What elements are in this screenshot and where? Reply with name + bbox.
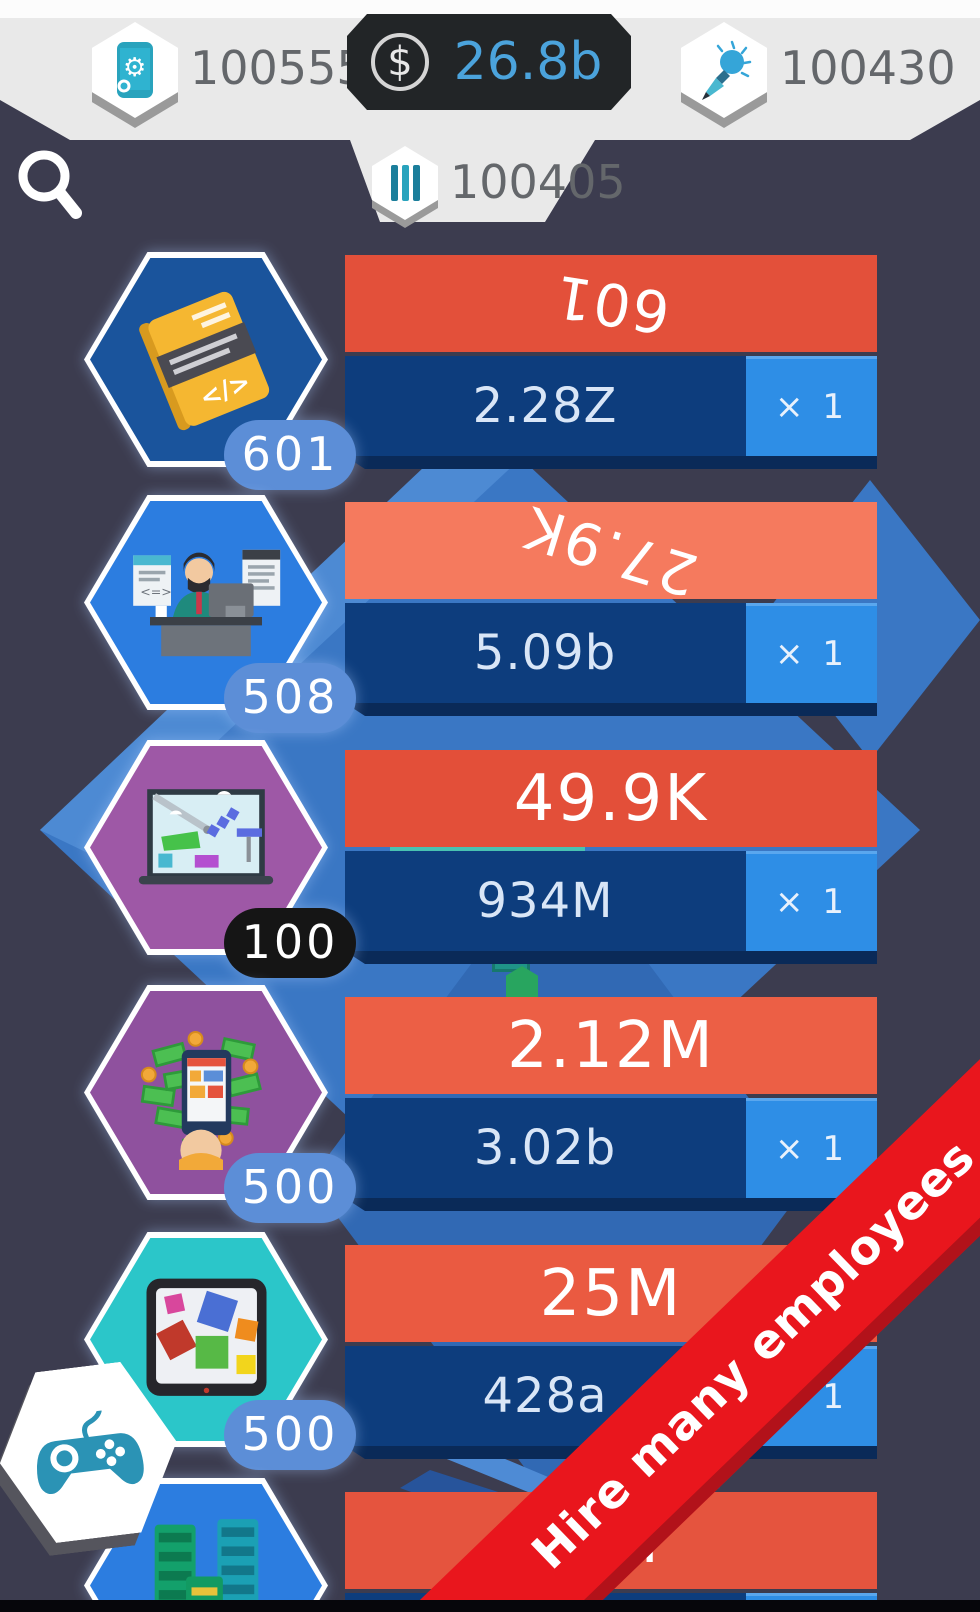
money-display: $ 26.8b	[347, 14, 631, 110]
hire-bar-bevel	[345, 456, 877, 469]
multiplier-label: × 1	[775, 1129, 848, 1169]
cubes-tablet-icon	[146, 1278, 266, 1396]
production-value: 25M	[539, 1256, 683, 1331]
physics-game-laptop-icon	[138, 788, 274, 884]
stat-bottom-hex	[372, 146, 438, 228]
phone-gear-icon: ⚙	[117, 42, 153, 98]
stat-right-value: 100430	[780, 41, 956, 95]
badge-value: 601	[241, 427, 339, 481]
employee-hex-money-phone[interactable]: 500	[84, 985, 356, 1223]
badge-value: 500	[241, 1407, 339, 1461]
stat-left-value: 100555	[190, 41, 366, 95]
hire-bar[interactable]: 934M × 1	[345, 851, 877, 964]
multiplier-label: × 1	[775, 387, 848, 427]
bottom-letterbox	[0, 1600, 980, 1612]
minigame-button[interactable]	[0, 1355, 195, 1560]
hire-bar[interactable]: 3.02b × 1	[345, 1098, 877, 1211]
badge-value: 100	[241, 915, 339, 969]
production-bar[interactable]: 601	[345, 255, 877, 352]
employee-hex-physics-game[interactable]: 100	[84, 740, 356, 978]
employee-count-badge: 100	[224, 908, 356, 978]
hire-bar[interactable]: 5.09b × 1	[345, 603, 877, 716]
employee-count-badge: 601	[224, 420, 356, 490]
svg-text:⚙: ⚙	[123, 53, 146, 83]
svg-text:<=>: <=>	[140, 584, 172, 599]
badge-value: 500	[241, 1160, 339, 1214]
production-bar[interactable]: 27.9K	[345, 492, 877, 609]
production-value: 27.9K	[516, 492, 706, 609]
production-value: 2.12M	[507, 1008, 715, 1083]
hire-cost: 934M	[476, 873, 614, 929]
hire-bar-bevel	[345, 951, 877, 964]
hire-cost: 2.28Z	[472, 378, 618, 434]
hire-cost: 5.09b	[473, 625, 617, 681]
employee-count-badge: 500	[224, 1153, 356, 1223]
multiplier-button[interactable]: × 1	[746, 603, 877, 703]
money-value: 26.8b	[453, 32, 603, 92]
search-icon	[18, 150, 82, 219]
multiplier-label: × 1	[775, 634, 848, 674]
equalizer-bars-icon	[391, 165, 420, 201]
dollar-coin-icon: $	[371, 33, 429, 91]
badge-value: 508	[241, 670, 339, 724]
gamepad-icon	[23, 1405, 155, 1505]
hire-bar[interactable]: 2.28Z × 1	[345, 356, 877, 469]
production-value: 49.9K	[513, 761, 709, 836]
search-button[interactable]	[14, 146, 86, 230]
multiplier-label: × 1	[775, 882, 848, 922]
lightbulb-pen-icon	[702, 40, 752, 100]
employee-hex-code-book[interactable]: </> 601	[84, 252, 356, 490]
developer-desk-icon: <=>	[133, 549, 281, 656]
stat-left-hex: ⚙	[92, 22, 178, 128]
money-phone-icon	[140, 1030, 262, 1170]
multiplier-button[interactable]: × 1	[746, 356, 877, 456]
topbar-highlight	[0, 0, 980, 18]
production-value: 601	[548, 260, 674, 347]
code-book-icon: </>	[139, 291, 270, 430]
stat-bottom-value: 100405	[450, 155, 626, 209]
hire-bar-bevel	[345, 703, 877, 716]
employee-count-badge: 508	[224, 663, 356, 733]
hire-cost: 428a	[482, 1368, 608, 1424]
employee-count-badge: 500	[224, 1400, 356, 1470]
production-bar[interactable]: 49.9K	[345, 750, 877, 847]
multiplier-button[interactable]: × 1	[746, 1098, 877, 1198]
production-bar[interactable]: 2.12M	[345, 997, 877, 1094]
hire-cost: 3.02b	[473, 1120, 617, 1176]
gamepad-hex	[0, 1356, 187, 1548]
hire-bar-bevel	[345, 1198, 877, 1211]
stat-right-hex	[681, 22, 767, 128]
multiplier-button[interactable]: × 1	[746, 851, 877, 951]
employee-hex-developer[interactable]: <=>	[84, 495, 356, 733]
